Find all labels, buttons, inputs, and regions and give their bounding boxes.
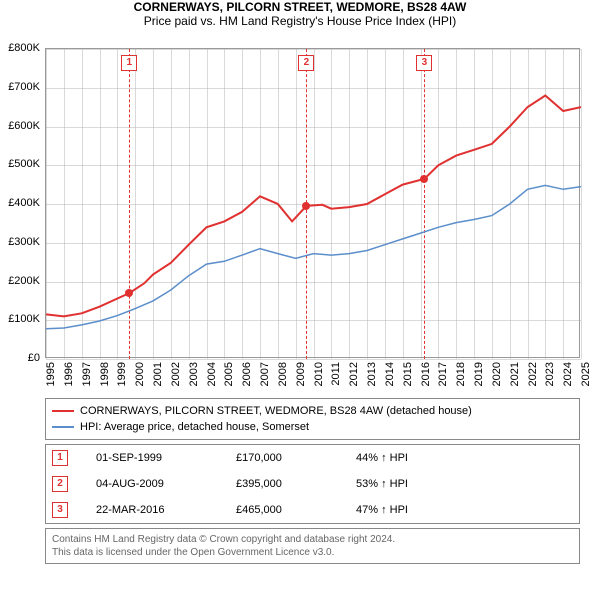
x-tick-label: 2012 (348, 362, 360, 386)
sale-point (302, 202, 310, 210)
y-tick-label: £700K (8, 81, 40, 93)
x-tick-label: 1995 (45, 362, 57, 386)
x-tick-label: 2002 (170, 362, 182, 386)
row-price: £395,000 (236, 478, 356, 490)
y-tick-label: £800K (8, 42, 40, 54)
x-tick-label: 2023 (544, 362, 556, 386)
y-tick-label: £300K (8, 236, 40, 248)
x-tick-label: 2021 (509, 362, 521, 386)
sale-point (420, 175, 428, 183)
x-tick-label: 1998 (99, 362, 111, 386)
row-price: £465,000 (236, 504, 356, 516)
sale-marker-box: 3 (416, 55, 432, 71)
y-tick-label: £200K (8, 275, 40, 287)
x-tick-label: 2022 (527, 362, 539, 386)
sale-marker-box: 2 (298, 55, 314, 71)
line-svg (46, 49, 581, 359)
row-pct: 53% ↑ HPI (356, 478, 476, 490)
footer-line1: Contains HM Land Registry data © Crown c… (52, 533, 573, 546)
x-tick-label: 2009 (295, 362, 307, 386)
x-tick-label: 2020 (491, 362, 503, 386)
x-tick-label: 2019 (473, 362, 485, 386)
x-tick-label: 2025 (580, 362, 592, 386)
table-row: 3 22-MAR-2016£465,00047% ↑ HPI (46, 497, 579, 523)
plot-area: 1 2 3 (45, 48, 580, 358)
legend-swatch (52, 426, 74, 428)
chart-title: CORNERWAYS, PILCORN STREET, WEDMORE, BS2… (0, 0, 600, 14)
y-tick-label: £400K (8, 197, 40, 209)
x-tick-label: 2005 (223, 362, 235, 386)
row-marker: 1 (52, 450, 68, 466)
legend: CORNERWAYS, PILCORN STREET, WEDMORE, BS2… (45, 398, 580, 440)
x-tick-label: 2008 (277, 362, 289, 386)
legend-swatch (52, 410, 74, 412)
row-marker: 3 (52, 502, 68, 518)
x-tick-label: 1997 (81, 362, 93, 386)
y-tick-label: £600K (8, 120, 40, 132)
series-hpi (46, 185, 581, 328)
sale-point (125, 289, 133, 297)
page-root: CORNERWAYS, PILCORN STREET, WEDMORE, BS2… (0, 0, 600, 590)
x-tick-label: 2015 (402, 362, 414, 386)
x-tick-label: 2013 (366, 362, 378, 386)
x-tick-label: 2014 (384, 362, 396, 386)
x-tick-label: 2004 (206, 362, 218, 386)
x-tick-label: 1999 (116, 362, 128, 386)
row-marker: 2 (52, 476, 68, 492)
chart: 123 £0£100K£200K£300K£400K£500K£600K£700… (45, 48, 580, 378)
x-tick-label: 2007 (259, 362, 271, 386)
x-tick-label: 2016 (420, 362, 432, 386)
footer: Contains HM Land Registry data © Crown c… (45, 528, 580, 564)
row-date: 01-SEP-1999 (96, 452, 236, 464)
legend-label: HPI: Average price, detached house, Some… (80, 421, 309, 433)
x-tick-label: 2006 (241, 362, 253, 386)
sales-table: 1 01-SEP-1999£170,00044% ↑ HPI 2 04-AUG-200… (45, 444, 580, 524)
legend-item: HPI: Average price, detached house, Some… (52, 419, 573, 435)
x-tick-label: 2010 (313, 362, 325, 386)
x-tick-label: 2024 (562, 362, 574, 386)
series-property (46, 96, 581, 317)
sale-marker-box: 1 (121, 55, 137, 71)
x-tick-label: 2017 (437, 362, 449, 386)
row-pct: 44% ↑ HPI (356, 452, 476, 464)
x-tick-label: 2001 (152, 362, 164, 386)
row-date: 04-AUG-2009 (96, 478, 236, 490)
x-tick-label: 2000 (134, 362, 146, 386)
row-date: 22-MAR-2016 (96, 504, 236, 516)
y-tick-label: £0 (28, 352, 40, 364)
table-row: 1 01-SEP-1999£170,00044% ↑ HPI (46, 445, 579, 471)
table-row: 2 04-AUG-2009£395,00053% ↑ HPI (46, 471, 579, 497)
x-tick-label: 1996 (63, 362, 75, 386)
legend-label: CORNERWAYS, PILCORN STREET, WEDMORE, BS2… (80, 405, 472, 417)
x-tick-label: 2011 (330, 362, 342, 386)
chart-subtitle: Price paid vs. HM Land Registry's House … (0, 14, 600, 28)
x-tick-label: 2018 (455, 362, 467, 386)
x-tick-label: 2003 (188, 362, 200, 386)
legend-item: CORNERWAYS, PILCORN STREET, WEDMORE, BS2… (52, 403, 573, 419)
row-pct: 47% ↑ HPI (356, 504, 476, 516)
y-tick-label: £100K (8, 313, 40, 325)
y-tick-label: £500K (8, 158, 40, 170)
row-price: £170,000 (236, 452, 356, 464)
footer-line2: This data is licensed under the Open Gov… (52, 546, 573, 559)
